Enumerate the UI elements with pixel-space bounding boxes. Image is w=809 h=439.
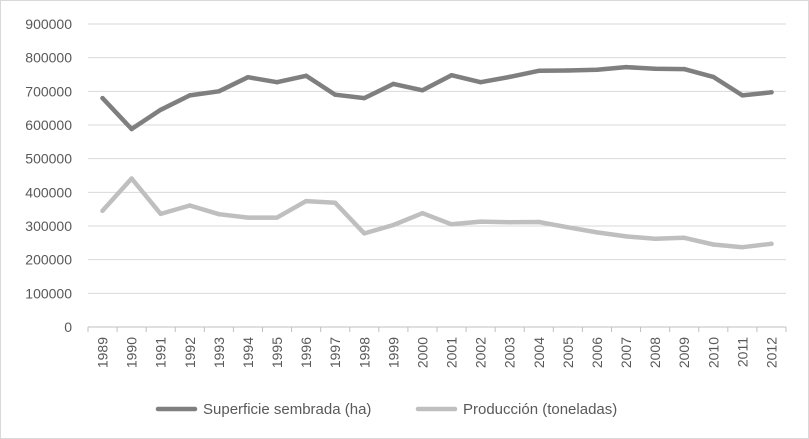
series-lines — [100, 64, 774, 250]
data-point — [507, 74, 512, 80]
data-point — [682, 235, 687, 240]
x-tick-label: 2007 — [618, 337, 634, 368]
x-tick-label: 2002 — [473, 337, 489, 368]
data-point — [274, 215, 280, 220]
data-point — [333, 200, 338, 205]
data-point — [594, 67, 600, 72]
x-tick-label: 2012 — [763, 337, 779, 368]
data-point — [740, 245, 745, 250]
data-point — [420, 88, 425, 93]
y-axis: 900000 800000 700000 600000 500000 400000 3000… — [25, 16, 72, 335]
legend: Superficie sembrada (ha) Producción (tone… — [155, 401, 617, 418]
x-tick-label: 2010 — [705, 337, 721, 368]
x-tick-label: 2011 — [734, 337, 750, 367]
data-point — [420, 211, 425, 216]
data-point — [507, 220, 512, 225]
data-point — [362, 231, 367, 236]
data-point — [652, 66, 658, 71]
data-point — [187, 93, 192, 98]
data-point — [769, 241, 774, 247]
data-point — [129, 176, 134, 181]
x-tick-label: 2004 — [531, 337, 547, 368]
y-tick-label: 300000 — [25, 218, 72, 234]
data-point — [245, 215, 251, 220]
x-tick-label: 1997 — [327, 337, 343, 368]
legend-label-1: Superficie sembrada (ha) — [203, 401, 371, 418]
data-point — [623, 64, 629, 70]
x-tick-label: 1999 — [385, 337, 401, 368]
x-tick-label: 1996 — [298, 337, 314, 368]
x-tick-label: 2008 — [647, 337, 663, 368]
data-point — [245, 74, 251, 80]
y-tick-label: 700000 — [25, 83, 72, 99]
x-tick-label: 1990 — [124, 337, 140, 368]
x-tick-label: 2005 — [560, 337, 576, 368]
data-point — [623, 234, 629, 239]
x-tick-label: 2006 — [589, 337, 605, 368]
data-point — [216, 212, 222, 217]
data-point — [362, 95, 367, 101]
x-tick-label: 2003 — [502, 337, 518, 368]
data-point — [711, 74, 716, 80]
data-point — [682, 66, 687, 72]
data-point — [129, 126, 134, 132]
data-point — [652, 236, 658, 241]
x-tick-label: 1995 — [269, 337, 285, 368]
x-axis: 1989 1990 1991 1992 1993 1994 1995 1996 1997 1998… — [87, 327, 787, 368]
data-point — [158, 211, 163, 217]
y-tick-label: 100000 — [25, 285, 72, 301]
data-point — [158, 107, 163, 113]
data-point — [187, 203, 192, 208]
data-point — [769, 90, 774, 95]
series-line-1 — [100, 64, 774, 132]
data-point — [565, 68, 571, 73]
data-point — [536, 219, 541, 225]
x-tick-label: 1993 — [211, 337, 227, 368]
x-tick-label: 2001 — [444, 337, 460, 368]
y-tick-label: 900000 — [25, 16, 72, 32]
legend-label-2: Producción (toneladas) — [463, 401, 617, 418]
x-tick-label: 1991 — [153, 337, 169, 368]
data-point — [478, 80, 483, 85]
y-tick-label: 600000 — [25, 117, 72, 133]
data-point — [449, 222, 454, 227]
x-tick-label: 1998 — [356, 337, 372, 368]
data-point — [274, 80, 280, 85]
x-tick-label: 1994 — [240, 337, 256, 368]
data-point — [303, 198, 309, 204]
data-point — [391, 81, 396, 87]
data-point — [740, 93, 745, 98]
y-tick-label: 0 — [64, 319, 72, 335]
data-point — [333, 92, 338, 97]
y-tick-label: 400000 — [25, 184, 72, 200]
y-tick-label: 800000 — [25, 50, 72, 66]
y-tick-label: 500000 — [25, 151, 72, 167]
data-point — [478, 219, 483, 224]
data-point — [100, 95, 105, 101]
x-tick-label: 2000 — [414, 337, 430, 368]
data-point — [449, 72, 454, 78]
series-line-2 — [100, 176, 774, 250]
data-point — [100, 208, 105, 214]
data-point — [536, 68, 541, 73]
data-point — [391, 222, 396, 228]
x-tick-label: 1989 — [95, 337, 111, 368]
data-point — [303, 73, 309, 79]
data-point — [594, 230, 600, 235]
x-tick-label: 1992 — [182, 337, 198, 368]
y-tick-label: 200000 — [25, 252, 72, 268]
data-point — [711, 242, 716, 247]
data-point — [216, 89, 222, 94]
x-tick-label: 2009 — [676, 337, 692, 368]
data-point — [565, 225, 571, 230]
